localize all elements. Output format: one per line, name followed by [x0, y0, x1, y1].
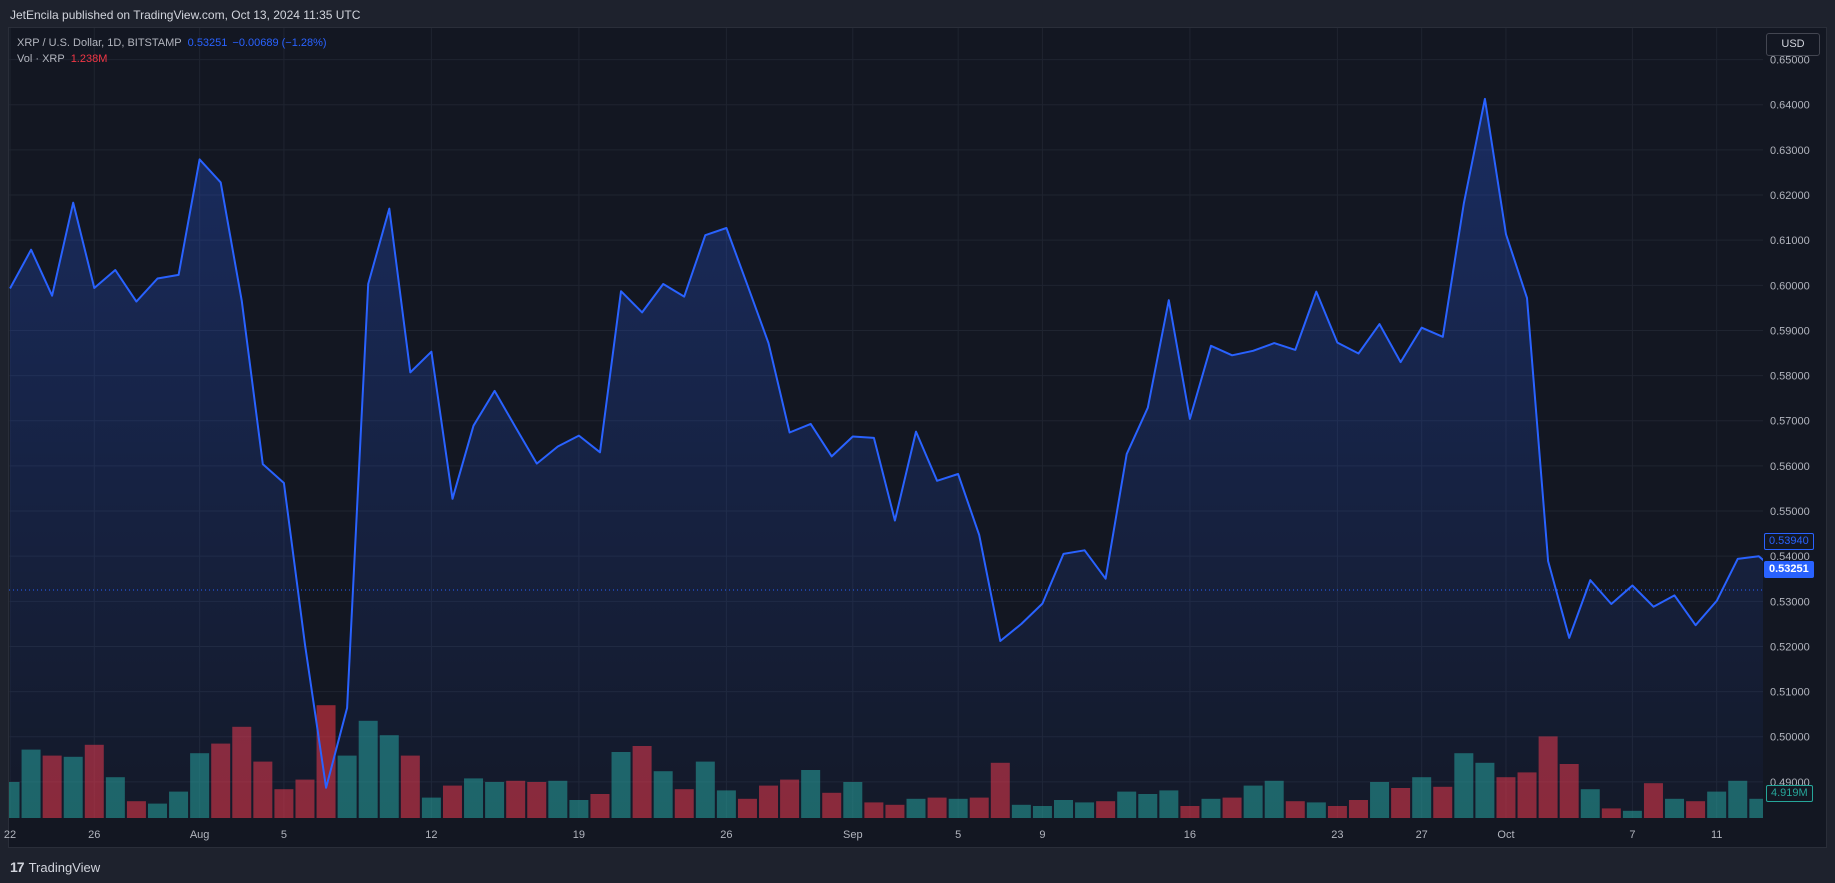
y-tick-label: 0.56000: [1770, 461, 1810, 473]
footer-bar: [0, 848, 1835, 883]
y-tick-label: 0.64000: [1770, 100, 1810, 112]
x-tick-label: Oct: [1497, 829, 1514, 841]
x-tick-label: 5: [955, 829, 961, 841]
price-line: [9, 97, 1763, 789]
y-tick-label: 0.60000: [1770, 280, 1810, 292]
x-tick-label: 12: [425, 829, 437, 841]
prev-price-badge: 0.53940: [1764, 533, 1814, 550]
price-axis[interactable]: 0.65000 0.64000 0.63000 0.62000 0.61000 0.600…: [1770, 55, 1810, 789]
price-area: [9, 97, 1763, 818]
y-tick-label: 0.53000: [1770, 596, 1810, 608]
x-tick-label: 5: [281, 829, 287, 841]
symbol-title[interactable]: XRP / U.S. Dollar, 1D, BITSTAMP: [17, 37, 182, 49]
last-price-badge: 0.53251: [1764, 561, 1814, 578]
x-tick-label: Aug: [190, 829, 210, 841]
currency-button[interactable]: USD: [1766, 33, 1820, 56]
y-tick-label: 0.63000: [1770, 145, 1810, 157]
x-tick-label: 23: [1331, 829, 1343, 841]
publisher-caption: JetEncila published on TradingView.com, …: [10, 8, 361, 22]
top-bar: JetEncila published on TradingView.com, …: [0, 0, 1835, 27]
x-tick-label: 11: [1711, 829, 1722, 841]
price-chart[interactable]: 0.65000 0.64000 0.63000 0.62000 0.61000 0.600…: [0, 0, 1835, 848]
time-axis[interactable]: 22 26 Aug 5 12 19 26 Sep 5 9 16 23 27 Oct 7 11: [4, 829, 1723, 841]
brand-name: TradingView: [28, 859, 101, 875]
y-tick-label: 0.51000: [1770, 687, 1810, 699]
x-tick-label: 9: [1039, 829, 1045, 841]
x-tick-label: 22: [4, 829, 16, 841]
y-tick-label: 0.55000: [1770, 506, 1810, 518]
legend-volume: 1.238M: [70, 53, 108, 65]
legend-change: −0.00689 (−1.28%): [232, 37, 327, 49]
tradingview-logo-icon: 17: [10, 859, 25, 875]
y-tick-label: 0.65000: [1770, 55, 1810, 67]
y-tick-label: 0.54000: [1770, 551, 1810, 563]
y-tick-label: 0.59000: [1770, 325, 1810, 337]
legend-price: 0.53251: [187, 37, 228, 49]
chart-legend: XRP / U.S. Dollar, 1D, BITSTAMP 0.53251 −0…: [17, 35, 327, 67]
y-tick-label: 0.61000: [1770, 235, 1810, 247]
y-tick-label: 0.50000: [1770, 732, 1810, 744]
x-tick-label: 19: [573, 829, 585, 841]
volume-badge: 4.919M: [1766, 785, 1813, 802]
x-tick-label: Sep: [843, 829, 863, 841]
x-tick-label: 26: [88, 829, 100, 841]
x-tick-label: 16: [1184, 829, 1196, 841]
y-tick-label: 0.52000: [1770, 641, 1810, 653]
y-tick-label: 0.62000: [1770, 190, 1810, 202]
y-tick-label: 0.58000: [1770, 371, 1810, 383]
y-tick-label: 0.57000: [1770, 416, 1810, 428]
x-tick-label: 26: [720, 829, 732, 841]
price-area-fill: [10, 98, 1763, 818]
x-tick-label: 27: [1416, 829, 1428, 841]
volume-title[interactable]: Vol · XRP: [17, 53, 65, 65]
brand[interactable]: 17 TradingView: [10, 859, 100, 875]
x-tick-label: 7: [1629, 829, 1635, 841]
